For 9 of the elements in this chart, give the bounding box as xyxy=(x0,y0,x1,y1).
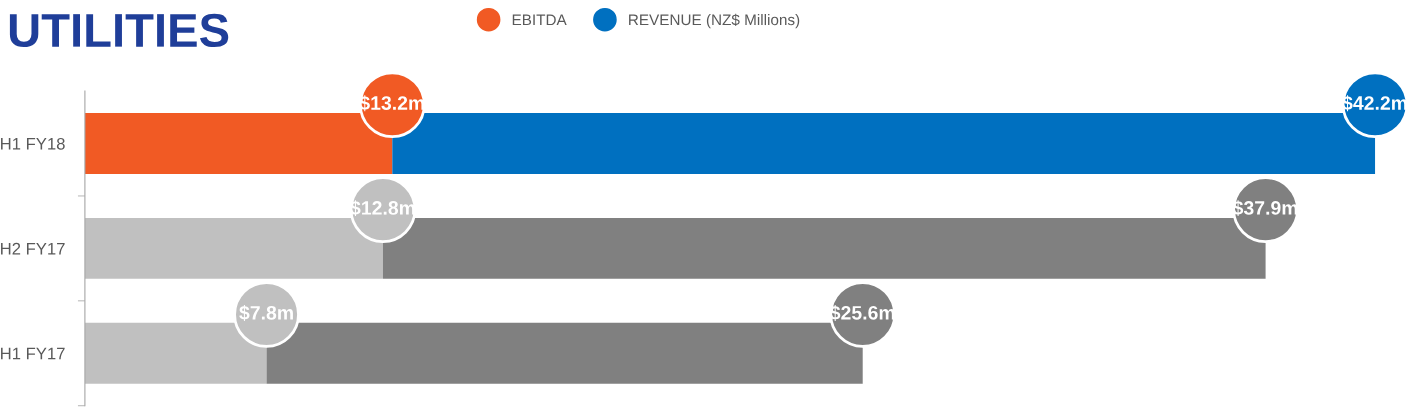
legend-label: EBITDA xyxy=(512,14,567,26)
legend-label: REVENUE (NZ$ Millions) xyxy=(629,13,800,29)
y-tick-label: H1 FY18 xyxy=(1,137,65,150)
data-label: $42.2m xyxy=(1342,95,1407,112)
y-tick-label: H1 FY17 xyxy=(1,347,65,360)
y-tick-label: H2 FY17 xyxy=(1,242,65,255)
chart-title: UTILITIES xyxy=(9,13,229,48)
data-label: $12.8m xyxy=(350,200,415,217)
data-label: $7.8m xyxy=(239,305,293,321)
